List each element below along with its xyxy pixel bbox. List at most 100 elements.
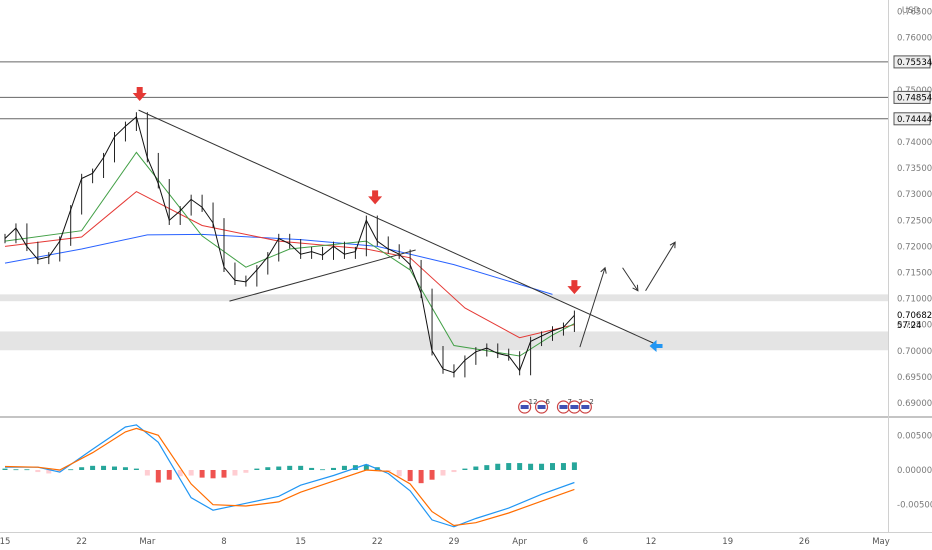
histogram-bar xyxy=(254,468,260,470)
time-tick-label: 8 xyxy=(221,537,226,547)
event-count: 6 xyxy=(546,398,551,406)
histogram-bar xyxy=(199,469,205,478)
histogram-bar xyxy=(122,467,128,470)
histogram-bar xyxy=(451,469,457,473)
projection-layer xyxy=(579,241,676,348)
time-tick-label: Apr xyxy=(512,537,527,547)
flag-stripe xyxy=(559,405,568,409)
histogram-bar xyxy=(517,463,523,470)
projection-segment xyxy=(645,241,676,291)
histogram-bar xyxy=(407,469,413,482)
oscillator-pane xyxy=(2,424,577,528)
time-axis[interactable]: 15 22 Mar 8 15 22 29 Apr 6 12 19 26 May xyxy=(0,537,890,547)
price-tick-label: 0.72000 xyxy=(897,242,932,252)
histogram-bar xyxy=(363,464,369,470)
histogram-bar xyxy=(166,469,172,480)
zones-layer xyxy=(0,294,888,351)
price-tick-label: 0.69000 xyxy=(897,399,932,409)
projection-segment xyxy=(622,267,639,292)
histogram-bar xyxy=(298,465,304,470)
histogram-bar xyxy=(232,469,238,476)
price-box: 0.74444 xyxy=(893,112,932,126)
oscillator-tick-label: -0.00500 xyxy=(897,501,932,511)
histogram-bar xyxy=(473,466,479,470)
price-box-label: 0.74444 xyxy=(897,115,932,125)
time-tick-label: 19 xyxy=(722,537,733,547)
projection-arrowhead xyxy=(669,241,676,249)
histogram-bar xyxy=(265,467,271,470)
event-count: 2 xyxy=(578,398,582,406)
histogram-bar xyxy=(560,463,566,470)
histogram-bar xyxy=(68,469,74,471)
support-resistance-zone xyxy=(0,331,888,351)
histogram-bar xyxy=(90,465,96,470)
histogram-bar xyxy=(440,469,446,476)
down-arrow-icon xyxy=(368,190,383,205)
event-count: 7 xyxy=(567,398,571,406)
histogram-bar xyxy=(79,467,85,470)
histogram-bar xyxy=(506,463,512,470)
time-tick-label: 22 xyxy=(76,537,87,547)
price-box-frame xyxy=(893,90,931,104)
price-box-label: 0.75534 xyxy=(897,58,932,68)
event-count: 2 xyxy=(589,398,593,406)
histogram-bar xyxy=(210,469,216,479)
histogram-bar xyxy=(539,463,545,470)
arrows-layer xyxy=(132,86,663,353)
events-layer: 12 6 7 2 2 xyxy=(518,398,594,414)
projection-segment xyxy=(579,267,606,348)
oscillator-tick-label: 0.00500 xyxy=(897,431,932,441)
histogram-bar xyxy=(24,469,30,471)
oscillator-axis[interactable]: 0.00500 0.00000 -0.00500 xyxy=(897,431,932,510)
price-axis[interactable]: 0.765000.760000.755000.750000.745000.740… xyxy=(897,7,932,408)
flag-stripe xyxy=(581,405,590,409)
trendline xyxy=(229,249,416,302)
price-tick-label: 0.72500 xyxy=(897,216,932,226)
histogram-bar xyxy=(2,468,8,470)
price-tick-label: 0.71000 xyxy=(897,295,932,305)
event-badge: 2 xyxy=(578,398,594,414)
time-tick-label: May xyxy=(872,537,890,547)
histogram-bar xyxy=(188,469,194,476)
histogram-bar xyxy=(341,465,347,470)
price-box: 0.75534 xyxy=(893,55,932,69)
flag-stripe xyxy=(570,405,579,409)
event-badge: 12 xyxy=(518,398,538,414)
time-tick-label: 12 xyxy=(646,537,657,547)
price-tick-label: 0.74000 xyxy=(897,138,932,148)
price-tick-label: 0.76500 xyxy=(897,7,932,17)
histogram-bar xyxy=(101,465,107,470)
time-tick-label: Mar xyxy=(139,537,156,547)
histogram-bar xyxy=(57,469,63,472)
last-price-label: 0.70682 xyxy=(897,311,932,321)
histogram-bar xyxy=(396,469,402,477)
time-tick-label: 22 xyxy=(372,537,383,547)
price-tick-label: 0.76000 xyxy=(897,34,932,44)
histogram-bar xyxy=(418,469,424,484)
time-tick-label: 26 xyxy=(799,537,810,547)
histogram-bar xyxy=(385,469,391,472)
macd-line xyxy=(5,424,575,528)
price-tick-label: 0.70500 xyxy=(897,321,932,331)
histogram-bar xyxy=(112,466,117,470)
price-box-frame xyxy=(893,112,931,126)
currency-label: USD xyxy=(902,6,921,16)
event-count: 12 xyxy=(529,398,538,406)
oscillator-tick-label: 0.00000 xyxy=(897,466,932,476)
histogram-bar xyxy=(13,469,19,471)
down-arrow-icon xyxy=(132,86,147,101)
histogram-bar xyxy=(484,465,490,470)
price-line xyxy=(4,116,575,374)
time-tick-label: 29 xyxy=(449,537,460,547)
histogram-bar xyxy=(35,469,41,473)
moving-average-line xyxy=(4,233,553,295)
price-tick-label: 0.75000 xyxy=(897,86,932,96)
flag-stripe xyxy=(520,405,529,409)
histogram-bar xyxy=(221,469,227,478)
histogram-bar xyxy=(550,463,555,470)
histogram-bar xyxy=(177,469,183,477)
price-tick-label: 0.73000 xyxy=(897,190,932,200)
event-badge: 6 xyxy=(534,398,551,414)
price-tick-label: 0.71500 xyxy=(897,268,932,278)
